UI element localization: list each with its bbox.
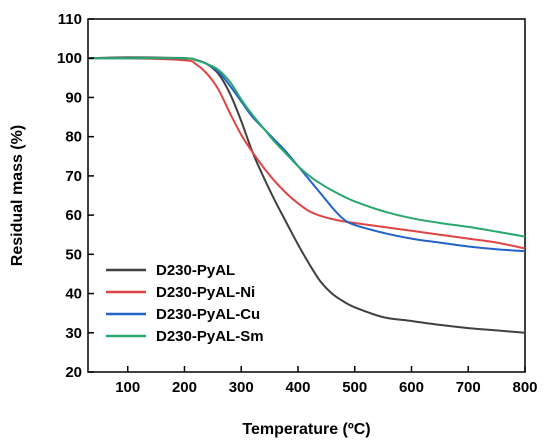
x-tick-label-400: 400 (285, 379, 310, 396)
x-tick-label-600: 600 (399, 379, 424, 396)
x-tick-label-100: 100 (115, 379, 140, 396)
y-tick-label-80: 80 (65, 129, 82, 146)
y-tick-label-110: 110 (58, 11, 82, 28)
y-tick-label-40: 40 (65, 286, 82, 303)
series-line-2 (88, 57, 526, 253)
series-line-0 (87, 56, 526, 334)
plot-frame (87, 18, 526, 373)
y-tick-label-70: 70 (65, 168, 82, 185)
y-tick-label-90: 90 (65, 89, 82, 106)
y-axis-title: Residual mass (%) (9, 125, 26, 266)
plot-area: 100 200 300 400 500 600 700 800 20 30 40 50 60 70 80 90… (57, 11, 538, 396)
y-tick-label-50: 50 (65, 246, 82, 263)
series-line-1 (87, 57, 526, 250)
series-layer (87, 56, 526, 334)
legend: D230-PyAL D230-PyAL-Ni D230-PyAL-Cu D230-Py… (106, 262, 264, 345)
legend-label-3: D230-PyAL-Sm (156, 328, 264, 345)
x-tick-label-800: 800 (512, 379, 537, 396)
legend-label-2: D230-PyAL-Cu (156, 306, 260, 323)
y-tick-label-60: 60 (65, 207, 82, 224)
series-line-3 (88, 57, 526, 238)
y-tick-label-20: 20 (65, 364, 82, 381)
legend-label-1: D230-PyAL-Ni (156, 284, 255, 301)
x-tick-label-700: 700 (456, 379, 481, 396)
x-tick-label-300: 300 (229, 379, 254, 396)
y-tick-label-100: 100 (57, 50, 82, 67)
x-axis-title: Temperature (ºC) (242, 421, 370, 438)
ticks-layer: 100 200 300 400 500 600 700 800 20 30 40 50 60 70 80 90… (57, 11, 538, 396)
legend-label-0: D230-PyAL (156, 262, 235, 279)
y-tick-label-30: 30 (65, 325, 82, 342)
x-tick-label-500: 500 (342, 379, 367, 396)
x-tick-label-200: 200 (172, 379, 197, 396)
